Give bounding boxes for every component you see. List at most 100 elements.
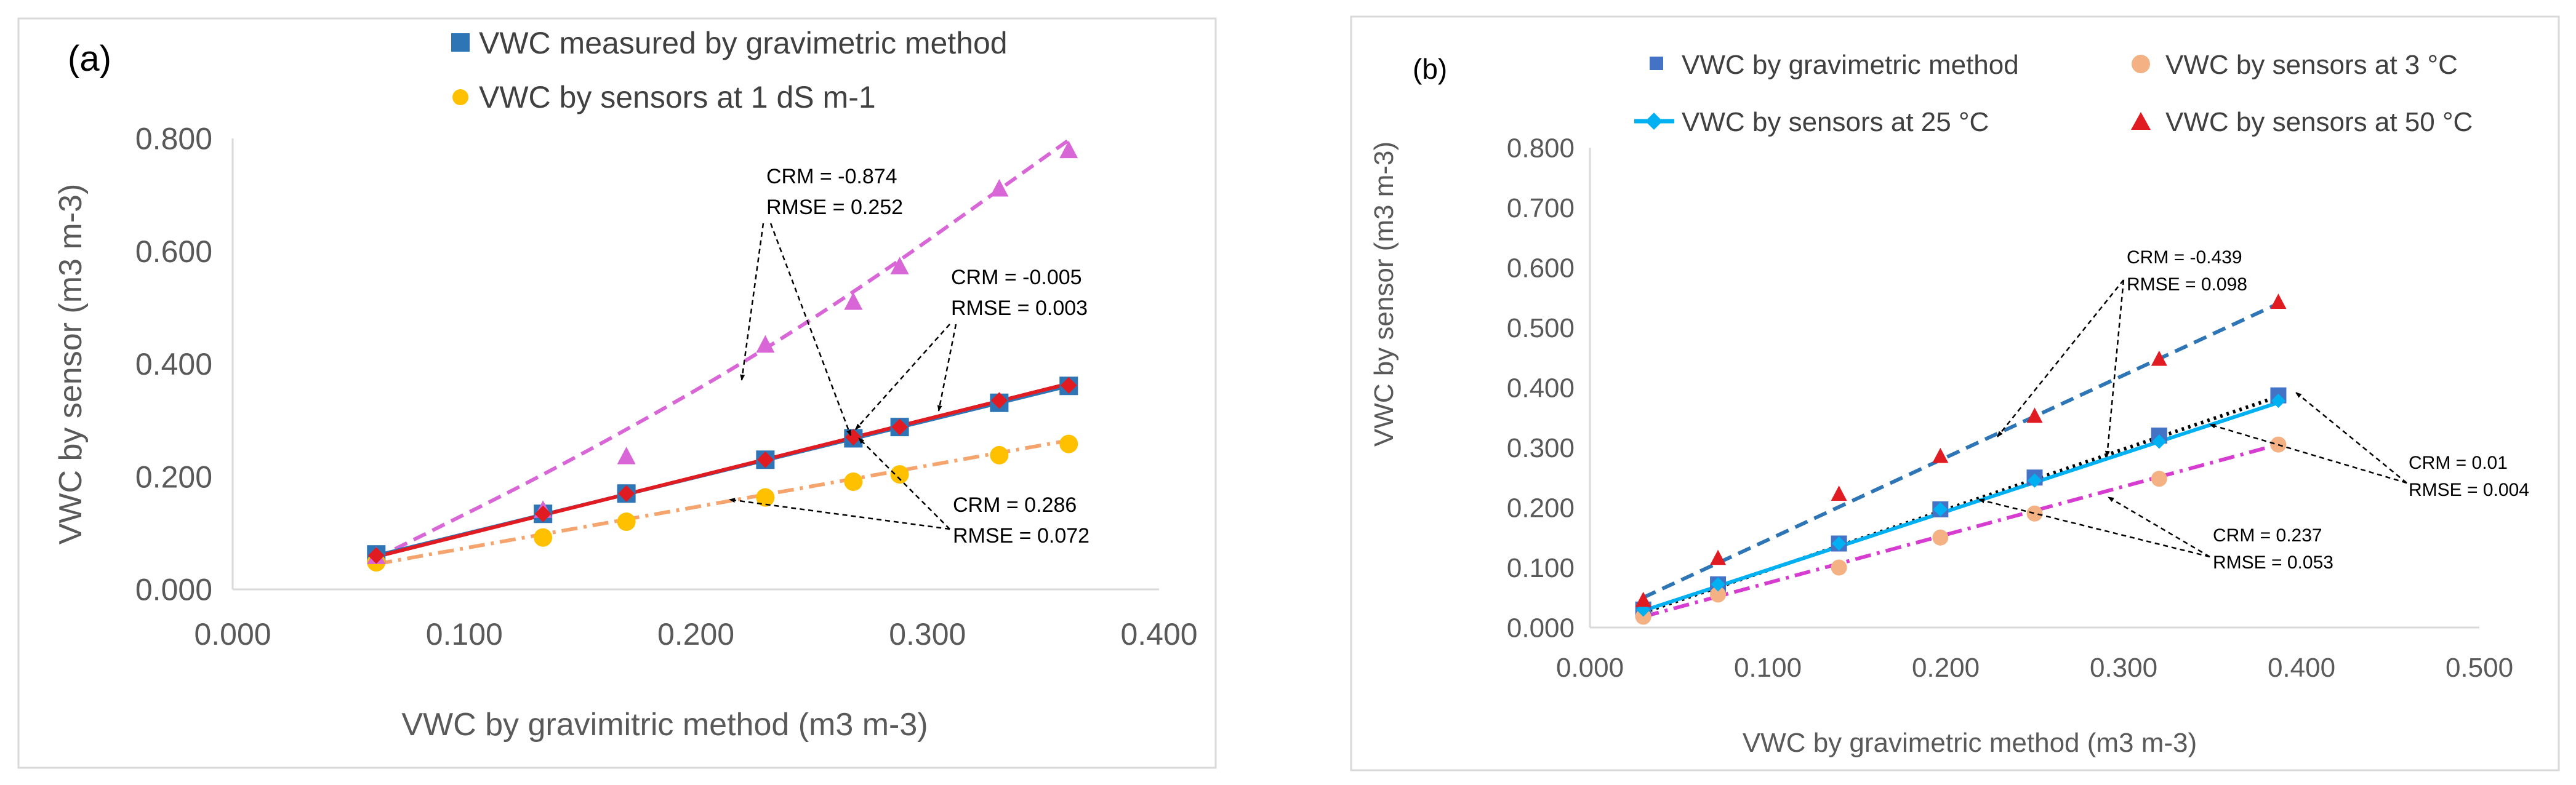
leader-line (740, 223, 764, 381)
legend-diamond-marker (1645, 113, 1663, 130)
data-point-circle (990, 445, 1009, 464)
data-point-diamond (990, 392, 1008, 409)
x-tick-label: 0.500 (2446, 653, 2513, 683)
x-tick-label: 0.100 (426, 617, 503, 652)
data-point-triangle (1710, 549, 1727, 565)
data-point-circle (1059, 434, 1078, 453)
x-tick-label: 0.400 (1120, 617, 1197, 652)
legend-circle-marker (2132, 55, 2150, 73)
trendline (1642, 400, 2279, 613)
data-point-circle (1932, 529, 1949, 546)
annotation-crm: CRM = 0.01 (2409, 453, 2508, 473)
data-point-circle (534, 528, 553, 547)
data-point-diamond (1060, 377, 1077, 394)
data-point-diamond (534, 505, 552, 522)
panel-a-legend: VWC measured by gravimetric method VWC b… (451, 26, 1008, 114)
annotation-crm: CRM = -0.439 (2127, 247, 2242, 268)
y-tick-label: 0.200 (135, 460, 212, 494)
annotation-crm: CRM = 0.286 (953, 493, 1077, 517)
data-point-triangle (2026, 407, 2043, 423)
y-tick-label: 0.700 (1507, 193, 1575, 223)
data-point-triangle (844, 292, 863, 310)
y-tick-label: 0.000 (1507, 613, 1575, 643)
leader-line (1997, 279, 2124, 437)
panel-b-label: (b) (1413, 53, 1447, 85)
x-axis-title: VWC by gravimetric method (m3 m-3) (1743, 728, 2197, 758)
data-point-triangle (756, 335, 775, 353)
leader-line (858, 437, 950, 530)
annotation-rmse: RMSE = 0.072 (953, 524, 1089, 548)
annotation-crm: CRM = 0.237 (2213, 525, 2322, 546)
panel-a-plot-area (231, 138, 1159, 591)
data-point-diamond (1933, 502, 1948, 517)
legend-square-marker (451, 33, 470, 52)
legend-label-50c: VWC by sensors at 50 °C (2165, 107, 2473, 137)
trendlines (1642, 301, 2279, 619)
annotation-rmse: RMSE = 0.053 (2213, 552, 2333, 573)
y-tick-label: 0.600 (135, 234, 212, 269)
data-point-diamond (367, 547, 385, 564)
leader-line (937, 324, 957, 412)
data-point-triangle (990, 178, 1009, 197)
y-tick-label: 0.100 (1507, 553, 1575, 583)
x-tick-label: 0.100 (1734, 653, 1802, 683)
y-tick-label: 0.800 (1507, 133, 1575, 163)
panel-a: (a) VWC measured by gravimetric method V… (17, 17, 1217, 769)
legend-triangle-marker (2131, 112, 2151, 130)
annotation-crm-neg0005: CRM = -0.005 RMSE = 0.003 (855, 266, 1088, 430)
panel-a-frame (17, 17, 1217, 769)
leader-line (769, 223, 852, 436)
data-point-diamond (2271, 393, 2286, 408)
y-tick-label: 0.500 (1507, 313, 1575, 343)
data-point-diamond (756, 451, 774, 468)
trendline (375, 438, 1072, 566)
legend-label-gravimetric: VWC by gravimetric method (1682, 50, 2019, 80)
y-tick-label: 0.200 (1507, 493, 1575, 523)
annotation-crm-0237: CRM = 0.237 RMSE = 0.053 (1978, 496, 2333, 573)
panel-b-plot-area (1589, 148, 2479, 629)
leader-line (2295, 392, 2407, 484)
data-point-triangle (1932, 447, 1949, 463)
y-axis-title: VWC by sensor (m3 m-3) (1369, 141, 1399, 447)
y-tick-label: 0.400 (135, 347, 212, 381)
annotation-rmse: RMSE = 0.098 (2127, 274, 2247, 295)
annotation-crm-0286: CRM = 0.286 RMSE = 0.072 (729, 437, 1089, 548)
data-point-triangle (1831, 485, 1847, 501)
data-point-circle (617, 512, 636, 532)
legend-label-gravimetric: VWC measured by gravimetric method (479, 26, 1008, 60)
legend-label-sensors-1ds: VWC by sensors at 1 dS m-1 (479, 80, 876, 114)
leader-line (2105, 279, 2125, 457)
x-tick-label: 0.400 (2268, 653, 2335, 683)
data-point-diamond (2152, 434, 2167, 449)
data-point-triangle (2270, 293, 2287, 309)
legend-label-25c: VWC by sensors at 25 °C (1682, 107, 1989, 137)
trendline (1642, 301, 2279, 599)
data-point-circle (1710, 586, 1727, 603)
data-point-circle (1831, 559, 1847, 576)
x-tick-label: 0.200 (657, 617, 734, 652)
y-tick-label: 0.800 (135, 122, 212, 156)
panel-b: (b) VWC by gravimetric method VWC by sen… (1350, 15, 2560, 771)
data-point-diamond (618, 485, 635, 502)
x-axis-title: VWC by gravimitric method (m3 m-3) (401, 707, 928, 743)
leader-line (729, 498, 950, 530)
data-point-circle (756, 488, 775, 507)
leader-line (2108, 496, 2210, 558)
annotation-rmse: RMSE = 0.004 (2409, 480, 2529, 500)
annotation-crm-neg0874: CRM = -0.874 RMSE = 0.252 (740, 165, 903, 436)
x-ticks: 0.000 0.100 0.200 0.300 0.400 (194, 617, 1197, 652)
x-tick-label: 0.300 (889, 617, 966, 652)
trendline (375, 381, 1072, 559)
annotation-rmse: RMSE = 0.003 (951, 297, 1088, 320)
data-point-diamond (891, 418, 909, 436)
y-tick-label: 0.400 (1507, 373, 1575, 403)
y-ticks: 0.000 0.200 0.400 0.600 0.800 (135, 122, 212, 607)
trendline (1642, 442, 2279, 619)
data-point-diamond (1831, 536, 1847, 551)
data-point-triangle (2151, 350, 2167, 366)
legend-circle-marker (452, 89, 468, 105)
data-point-circle (844, 472, 863, 491)
panel-b-legend: VWC by gravimetric method VWC by sensors… (1634, 50, 2473, 137)
x-tick-label: 0.300 (2090, 653, 2157, 683)
